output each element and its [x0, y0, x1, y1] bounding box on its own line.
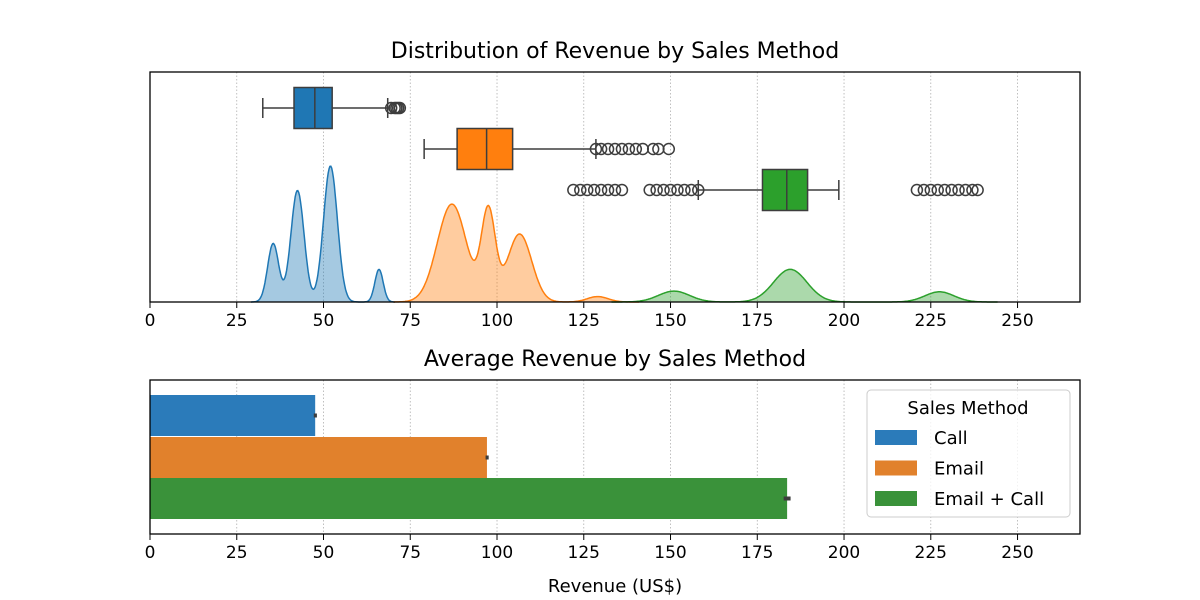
box-outlier	[594, 183, 608, 197]
legend-swatch	[875, 491, 917, 506]
box-outlier	[567, 183, 580, 197]
distribution-tick-label: 250	[1001, 311, 1033, 331]
kde-curves	[251, 165, 998, 303]
legend-label: Call	[934, 428, 968, 449]
box-outlier	[587, 183, 601, 197]
average-tick-label: 75	[399, 543, 421, 563]
box-outlier	[662, 142, 676, 156]
box-outlier	[685, 183, 698, 197]
box-outlier	[945, 183, 958, 197]
kde-line	[393, 203, 640, 303]
box-outlier	[931, 183, 944, 197]
box-outlier	[671, 183, 684, 197]
kde-area	[251, 166, 395, 302]
x-axis-label: Revenue (US$)	[548, 576, 682, 597]
kde-line	[611, 268, 998, 303]
box-outlier	[601, 142, 615, 156]
distribution-tick-label: 0	[145, 311, 156, 331]
legend-label: Email + Call	[934, 489, 1044, 510]
box-outlier	[938, 183, 951, 197]
average-tick-label: 150	[654, 543, 686, 563]
distribution-tick-label: 200	[828, 311, 860, 331]
box-outlier	[601, 183, 615, 197]
box-outlier	[643, 183, 656, 197]
legend-swatch	[875, 430, 917, 445]
box-outlier	[580, 183, 594, 197]
average-tick-label: 200	[828, 543, 860, 563]
box-outlier	[608, 183, 622, 197]
box-outlier	[952, 183, 965, 197]
box-outlier	[393, 101, 407, 115]
box-outlier	[678, 183, 691, 197]
distribution-tick-label: 175	[741, 311, 773, 331]
box-body	[456, 127, 514, 171]
distribution-tick-label: 125	[568, 311, 600, 331]
average-tick-label: 225	[915, 543, 947, 563]
distribution-panel: Distribution of Revenue by Sales Method …	[145, 39, 1081, 331]
box-outlier	[629, 142, 643, 156]
average-tick-label: 250	[1001, 543, 1033, 563]
average-x-ticks: 0 25 50 75 100 125 150 175 200 225 250	[145, 534, 1034, 563]
average-bars	[150, 395, 791, 519]
average-panel: Average Revenue by Sales Method 0 25 50 75 1…	[145, 347, 1081, 597]
box-outlier	[664, 183, 677, 197]
kde-line	[251, 165, 395, 303]
bar	[150, 437, 487, 478]
distribution-tick-label: 100	[481, 311, 513, 331]
distribution-tick-label: 75	[399, 311, 421, 331]
average-tick-label: 100	[481, 543, 513, 563]
average-tick-label: 50	[313, 543, 335, 563]
average-tick-label: 25	[226, 543, 248, 563]
kde-area	[611, 269, 998, 302]
box-outlier	[608, 142, 622, 156]
box-body	[761, 168, 809, 212]
kde-area	[393, 204, 640, 302]
average-title: Average Revenue by Sales Method	[424, 347, 806, 372]
box-outlier	[692, 183, 705, 197]
box-outlier	[910, 183, 924, 197]
box-outlier	[615, 142, 629, 156]
box-outlier	[924, 183, 938, 197]
box-outlier	[646, 142, 660, 156]
box-outlier	[966, 183, 979, 197]
average-tick-label: 125	[568, 543, 600, 563]
bar	[150, 478, 788, 519]
box-outlier	[589, 142, 603, 156]
distribution-title: Distribution of Revenue by Sales Method	[391, 39, 839, 64]
legend-box	[866, 389, 1071, 518]
box-outlier	[636, 142, 650, 156]
distribution-x-ticks: 0 25 50 75 100 125 150 175 200 225 250	[145, 302, 1034, 331]
box-outlier	[615, 183, 629, 197]
legend-items: Call Email Email + Call	[875, 428, 1044, 510]
distribution-tick-label: 225	[915, 311, 947, 331]
box-outlier	[959, 183, 972, 197]
box-outlier	[657, 183, 670, 197]
distribution-tick-label: 50	[313, 311, 335, 331]
box-body	[293, 86, 333, 130]
box-outlier	[650, 183, 663, 197]
box-outlier	[971, 183, 984, 197]
box-outlier	[574, 183, 587, 197]
box-outlier	[594, 142, 608, 156]
average-tick-label: 0	[145, 543, 156, 563]
box-outlier	[622, 142, 636, 156]
distribution-tick-label: 25	[226, 311, 248, 331]
legend: Sales Method Call Email Email + Call	[866, 389, 1071, 518]
bar	[150, 395, 316, 436]
legend-swatch	[875, 460, 917, 476]
box-outlier	[384, 101, 398, 115]
legend-label: Email	[934, 459, 984, 480]
boxplots	[262, 86, 984, 212]
legend-title: Sales Method	[907, 398, 1028, 419]
distribution-tick-label: 150	[654, 311, 686, 331]
distribution-frame	[149, 71, 1081, 303]
average-frame	[149, 379, 1081, 535]
box-outlier	[917, 183, 931, 197]
average-tick-label: 175	[741, 543, 773, 563]
